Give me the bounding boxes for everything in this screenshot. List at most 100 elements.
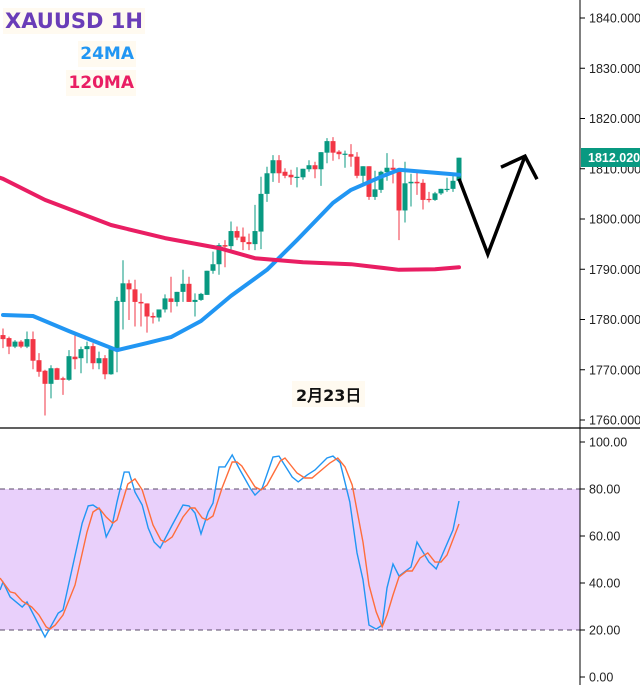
candle (330, 137, 336, 161)
candle-body (450, 180, 456, 189)
candle (336, 150, 342, 160)
candle (60, 376, 66, 395)
candle (186, 276, 192, 302)
candle-body (336, 151, 342, 155)
current-price-label: 1812.020 (588, 151, 640, 165)
candle-body (168, 298, 174, 302)
price-axis[interactable]: 1840.0001830.0001820.0001810.0001800.000… (580, 12, 640, 428)
candle-body (150, 315, 156, 318)
candle-body (312, 165, 318, 170)
candle-body (306, 165, 312, 170)
candle-body (432, 193, 438, 200)
candle (270, 155, 276, 182)
candle-body (192, 299, 198, 302)
candle-body (414, 181, 420, 184)
candle (396, 169, 402, 241)
stoch-tick-label: 60.00 (589, 530, 620, 544)
candle-body (288, 174, 294, 178)
candle (426, 191, 432, 203)
candle-body (228, 231, 234, 247)
candle (432, 191, 438, 201)
ma120-line[interactable] (0, 175, 461, 272)
candle (288, 169, 294, 185)
candle-body (18, 341, 24, 347)
candle (12, 340, 18, 349)
price-tick-label: 1770.000 (589, 363, 640, 377)
candle (42, 369, 48, 416)
candle (252, 204, 258, 251)
candle (162, 294, 168, 313)
candle (78, 346, 84, 374)
candle (234, 226, 240, 241)
stoch-tick-label: 80.00 (589, 483, 620, 497)
candle-body (246, 242, 252, 245)
candle-body (360, 166, 366, 176)
candle-body (144, 303, 150, 317)
candle (348, 144, 354, 167)
candle (192, 293, 198, 317)
candle (156, 309, 162, 322)
candle-body (372, 189, 378, 197)
candle (444, 177, 450, 192)
current-price-tag: 1812.020 (581, 148, 640, 167)
candle (138, 293, 144, 327)
stoch-d-line[interactable] (0, 457, 460, 630)
candle-body (36, 360, 42, 372)
candle-body (180, 283, 186, 292)
candle (150, 312, 156, 324)
candle (96, 351, 102, 370)
candle (210, 251, 216, 274)
candle (282, 168, 288, 179)
ma120-legend: 120MA (66, 70, 136, 96)
candle-body (282, 171, 288, 176)
candle-body (48, 368, 54, 384)
candle-body (156, 309, 162, 318)
candle-body (324, 141, 330, 153)
candle (108, 346, 114, 375)
candle-body (162, 298, 168, 310)
candle-body (354, 156, 360, 176)
candle-body (426, 198, 432, 201)
price-tick-label: 1790.000 (589, 263, 640, 277)
candle-body (126, 283, 132, 290)
candle-body (6, 338, 12, 347)
candle-body (0, 335, 6, 340)
candle (414, 170, 420, 195)
candle-body (12, 341, 18, 347)
stochastic-pane (0, 453, 580, 639)
price-tick-label: 1830.000 (589, 62, 640, 76)
candle (48, 365, 54, 399)
candle (228, 221, 234, 251)
candle (66, 350, 72, 381)
candle-body (24, 339, 30, 347)
candle (90, 343, 96, 370)
candle (0, 328, 6, 349)
arrowhead-icon (500, 153, 539, 180)
stoch-k-line[interactable] (0, 453, 460, 639)
candle (174, 291, 180, 307)
candle-body (444, 188, 450, 191)
candle (408, 173, 414, 207)
candle-body (330, 141, 336, 153)
ma24-line[interactable] (1, 167, 461, 353)
zigzag-drawing[interactable] (457, 155, 527, 260)
candle-body (222, 245, 228, 247)
candle (72, 331, 78, 370)
candle-body (270, 160, 276, 174)
candle-body (66, 356, 72, 380)
candle-body (408, 181, 414, 184)
candle-body (378, 171, 384, 190)
candle (114, 296, 120, 373)
candle (240, 227, 246, 251)
candle-body (204, 270, 210, 295)
candle (36, 353, 42, 377)
stochastic-axis[interactable]: 100.00 80.00 60.00 40.00 20.00 0.00 (580, 436, 627, 685)
stoch-tick-label: 100.00 (589, 436, 627, 450)
candle (84, 341, 90, 364)
candle (264, 166, 270, 202)
candle-body (78, 349, 84, 359)
candle-body (84, 346, 90, 350)
price-tick-label: 1840.000 (589, 12, 640, 26)
candle-body (120, 283, 126, 302)
